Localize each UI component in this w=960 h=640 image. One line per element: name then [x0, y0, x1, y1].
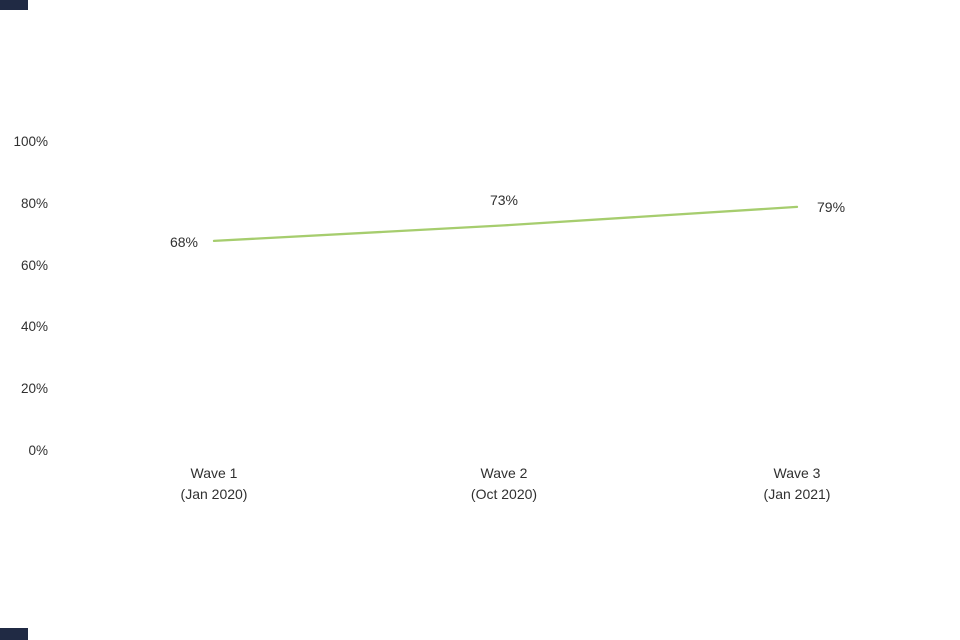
top-left-banner-fragment — [0, 0, 28, 10]
x-category-date: (Jan 2020) — [180, 486, 248, 502]
y-tick-label: 80% — [20, 195, 48, 211]
x-category-label: Wave 2 (Oct 2020) — [471, 463, 537, 505]
y-tick-label: 20% — [20, 381, 48, 397]
y-tick-label: 60% — [20, 257, 48, 273]
y-tick-label: 100% — [13, 134, 48, 149]
bottom-left-banner-fragment — [0, 628, 28, 640]
x-category-label: Wave 3 (Jan 2021) — [764, 463, 831, 505]
x-category-date: (Jan 2021) — [763, 486, 831, 502]
x-category-label: Wave 1 (Jan 2020) — [181, 463, 248, 505]
x-category-wave: Wave 2 — [480, 465, 528, 481]
data-label: 73% — [489, 192, 519, 209]
x-category-wave: Wave 1 — [190, 465, 238, 481]
y-tick-label: 0% — [28, 443, 48, 458]
data-label: 79% — [817, 198, 846, 215]
survey-line — [212, 205, 799, 243]
data-label: 68% — [169, 233, 198, 250]
x-category-wave: Wave 3 — [773, 465, 821, 481]
x-category-date: (Oct 2020) — [470, 486, 538, 502]
y-tick-label: 40% — [20, 319, 48, 335]
